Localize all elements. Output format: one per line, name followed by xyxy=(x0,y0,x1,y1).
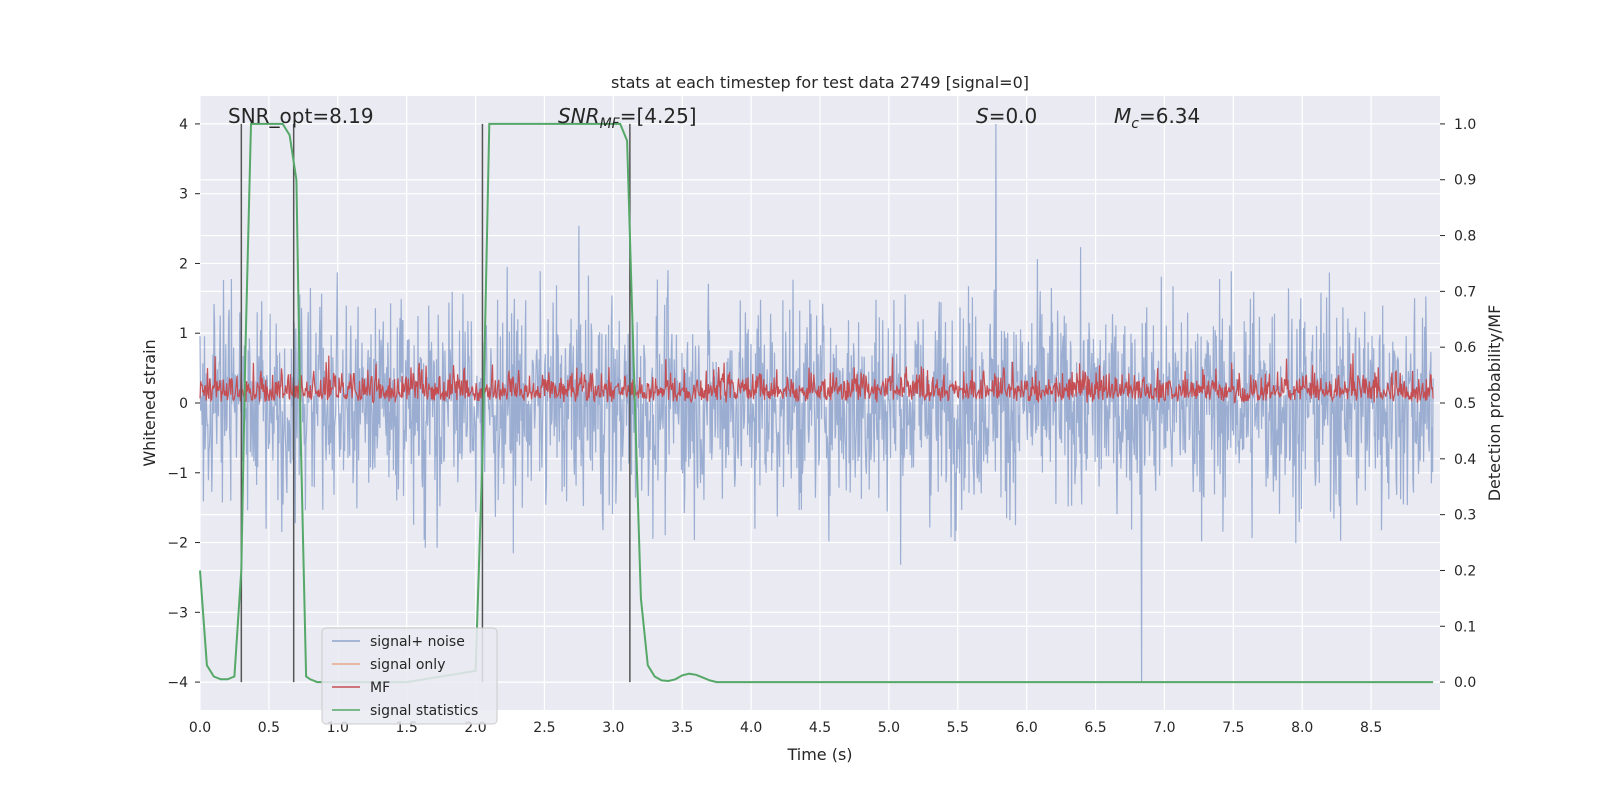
y-tick-label: −3 xyxy=(167,605,188,621)
right-y-tick-label: 0.8 xyxy=(1454,229,1476,245)
chart-title: stats at each timestep for test data 274… xyxy=(611,73,1029,92)
x-tick-label: 6.0 xyxy=(1016,720,1038,736)
y-axis-label: Whitened strain xyxy=(140,339,159,466)
mc-value: =6.34 xyxy=(1139,104,1200,128)
y-tick-label: 4 xyxy=(179,117,188,133)
y-tick-label: −4 xyxy=(167,675,188,691)
right-y-tick-label: 0.6 xyxy=(1454,340,1476,356)
right-y-tick-label: 0.1 xyxy=(1454,619,1476,635)
snr-mf-label: SNR xyxy=(558,104,600,128)
right-y-tick-label: 0.5 xyxy=(1454,396,1476,412)
x-tick-label: 3.5 xyxy=(671,720,693,736)
right-y-tick-labels: 0.0 0.1 0.2 0.3 0.4 0.5 0.6 0.7 0.8 0.9 1.0 xyxy=(1440,117,1476,691)
x-tick-label: 4.5 xyxy=(809,720,831,736)
x-tick-label: 6.5 xyxy=(1084,720,1106,736)
signal-statistics-series xyxy=(199,122,1434,684)
snr-mf-value: =[4.25] xyxy=(620,104,697,128)
x-tick-label: 4.0 xyxy=(740,720,762,736)
s-label: S xyxy=(976,104,989,128)
x-tick-label: 0.5 xyxy=(258,720,280,736)
x-tick-label: 7.0 xyxy=(1153,720,1175,736)
x-tick-label: 8.5 xyxy=(1360,720,1382,736)
mc-label: M xyxy=(1114,104,1131,128)
legend-box xyxy=(321,627,498,725)
x-tick-label: 5.5 xyxy=(947,720,969,736)
y-tick-labels: −4 −3 −2 −1 0 1 2 3 4 xyxy=(167,117,200,691)
signal-statistics-line xyxy=(199,122,1434,684)
y-tick-label: 2 xyxy=(179,256,188,272)
y-tick-label: 0 xyxy=(179,396,188,412)
right-y-tick-label: 1.0 xyxy=(1454,117,1476,133)
snr-opt-annotation: SNR_opt=8.19 xyxy=(228,104,374,128)
right-y-axis-label: Detection probability/MF xyxy=(1485,305,1504,502)
x-tick-label: 0.0 xyxy=(189,720,211,736)
mc-annotation: Mc=6.34 xyxy=(1114,104,1200,132)
snr-mf-subscript: MF xyxy=(600,116,621,132)
y-tick-label: −1 xyxy=(167,466,188,482)
mf-line xyxy=(199,353,1434,404)
y-tick-label: −2 xyxy=(167,536,188,552)
mc-subscript: c xyxy=(1131,116,1139,132)
x-tick-label: 8.0 xyxy=(1291,720,1313,736)
y-tick-label: 1 xyxy=(179,326,188,342)
legend-label-signal-statistics: signal statistics xyxy=(370,703,478,719)
x-tick-label: 5.0 xyxy=(878,720,900,736)
mf-series xyxy=(199,353,1434,404)
s-value: =0.0 xyxy=(989,104,1038,128)
legend-label-mf: MF xyxy=(370,680,390,696)
right-y-tick-label: 0.4 xyxy=(1454,452,1476,468)
legend-label-signal-noise: signal+ noise xyxy=(370,634,465,650)
right-y-tick-label: 0.9 xyxy=(1454,173,1476,189)
x-tick-labels: 0.0 0.5 1.0 1.5 2.0 2.5 3.0 3.5 4.0 4.5 5.0 5.5 6.0 6… xyxy=(189,720,1382,736)
legend: signal+ noise signal only MF signal stat… xyxy=(321,627,498,725)
right-y-tick-label: 0.7 xyxy=(1454,284,1476,300)
snr-mf-annotation: SNRMF=[4.25] xyxy=(558,104,697,132)
x-axis-label: Time (s) xyxy=(786,745,852,764)
right-y-tick-label: 0.2 xyxy=(1454,563,1476,579)
legend-label-signal-only: signal only xyxy=(370,657,445,673)
x-tick-label: 2.5 xyxy=(533,720,555,736)
right-y-tick-label: 0.0 xyxy=(1454,675,1476,691)
s-annotation: S=0.0 xyxy=(976,104,1037,128)
y-tick-label: 3 xyxy=(179,187,188,203)
x-tick-label: 3.0 xyxy=(602,720,624,736)
x-tick-label: 7.5 xyxy=(1222,720,1244,736)
right-y-tick-label: 0.3 xyxy=(1454,508,1476,524)
